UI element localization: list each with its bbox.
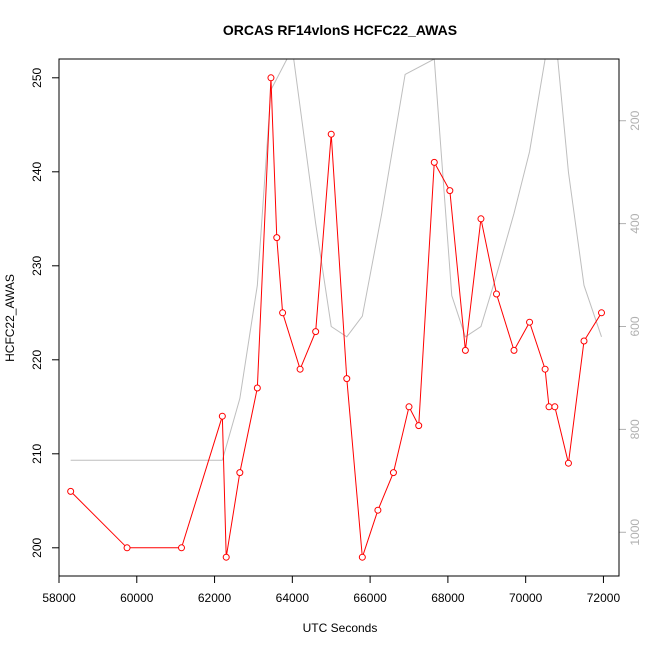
chart-title: ORCAS RF14vlonS HCFC22_AWAS <box>223 22 457 38</box>
y2-tick-label: 600 <box>628 316 642 336</box>
data-point <box>461 346 469 354</box>
x-axis: 58000 60000 62000 64000 66000 68000 70000 72000 <box>42 575 621 605</box>
y2-tick-label: 200 <box>628 110 642 130</box>
y-tick-label: 200 <box>30 537 44 557</box>
y2-tick-label: 400 <box>628 213 642 233</box>
data-point <box>273 234 281 242</box>
series-line <box>70 77 602 558</box>
data-point <box>296 365 304 373</box>
x-tick-label: 72000 <box>587 591 621 605</box>
data-point <box>551 403 559 411</box>
data-point <box>279 309 287 317</box>
data-point <box>222 553 230 561</box>
x-tick-label: 68000 <box>431 591 465 605</box>
data-point <box>267 74 275 82</box>
x-axis-label: UTC Seconds <box>303 621 378 635</box>
y2-tick-label: 1000 <box>628 519 642 546</box>
data-point <box>67 487 75 495</box>
y2-axis-right: 200 400 600 800 1000 <box>618 110 642 546</box>
data-point <box>545 403 553 411</box>
data-point <box>446 187 454 195</box>
data-point <box>253 384 261 392</box>
data-point <box>358 553 366 561</box>
data-point <box>430 158 438 166</box>
data-point <box>564 459 572 467</box>
x-tick-label: 62000 <box>198 591 232 605</box>
data-point <box>541 365 549 373</box>
x-tick-label: 60000 <box>120 591 154 605</box>
y-tick-label: 250 <box>30 67 44 87</box>
series-layer <box>67 59 605 561</box>
data-point <box>178 544 185 552</box>
data-point <box>510 346 518 354</box>
x-tick-label: 58000 <box>42 591 76 605</box>
x-tick-label: 66000 <box>353 591 387 605</box>
data-point <box>493 290 500 298</box>
data-point <box>405 403 413 411</box>
data-point <box>236 469 244 477</box>
data-point <box>343 375 351 383</box>
y2-tick-label: 800 <box>628 419 642 439</box>
data-point <box>477 215 485 223</box>
data-point <box>389 469 397 477</box>
data-point <box>415 422 423 430</box>
data-point <box>312 328 320 336</box>
data-point <box>327 130 335 138</box>
y-tick-label: 210 <box>30 443 44 463</box>
y-tick-label: 230 <box>30 255 44 275</box>
y-axis: 200 210 220 230 240 250 <box>30 67 60 558</box>
plot-frame <box>58 58 620 577</box>
data-point <box>374 506 382 514</box>
series-line-right-axis <box>70 59 602 461</box>
data-point <box>218 412 226 420</box>
y-tick-label: 240 <box>30 161 44 181</box>
x-tick-label: 64000 <box>276 591 310 605</box>
y-tick-label: 220 <box>30 349 44 369</box>
data-point <box>526 318 534 326</box>
data-point <box>598 309 605 317</box>
x-tick-label: 70000 <box>509 591 543 605</box>
data-point <box>580 337 588 345</box>
y-axis-label: HCFC22_AWAS <box>3 274 17 362</box>
data-point <box>123 544 131 552</box>
